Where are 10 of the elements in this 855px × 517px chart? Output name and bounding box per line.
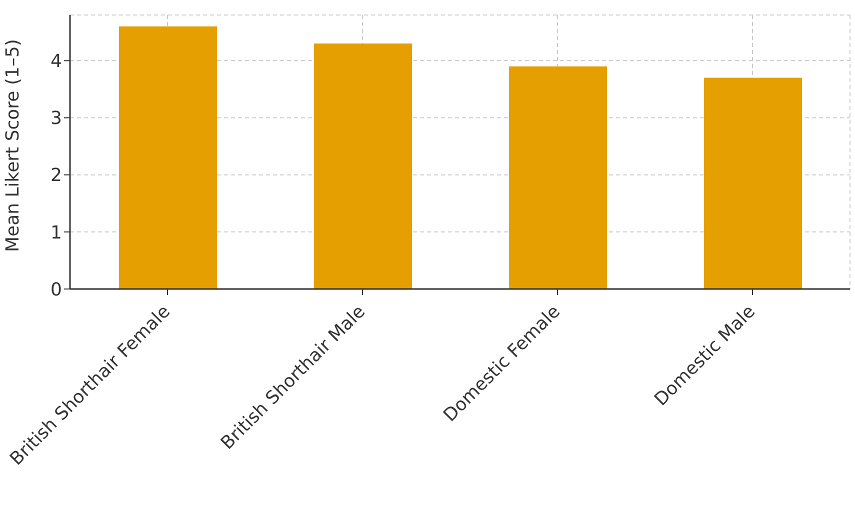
y-tick-label: 3 [50,108,62,130]
y-tick-label: 4 [50,51,62,72]
y-tick-label: 0 [50,279,62,300]
y-tick-label: 1 [50,222,62,244]
y-tick-label: 2 [50,165,62,186]
bar [119,26,217,289]
bar [704,78,802,289]
bar [314,44,412,289]
bar [509,66,607,289]
y-axis-title: Mean Likert Score (1–5) [2,39,24,252]
